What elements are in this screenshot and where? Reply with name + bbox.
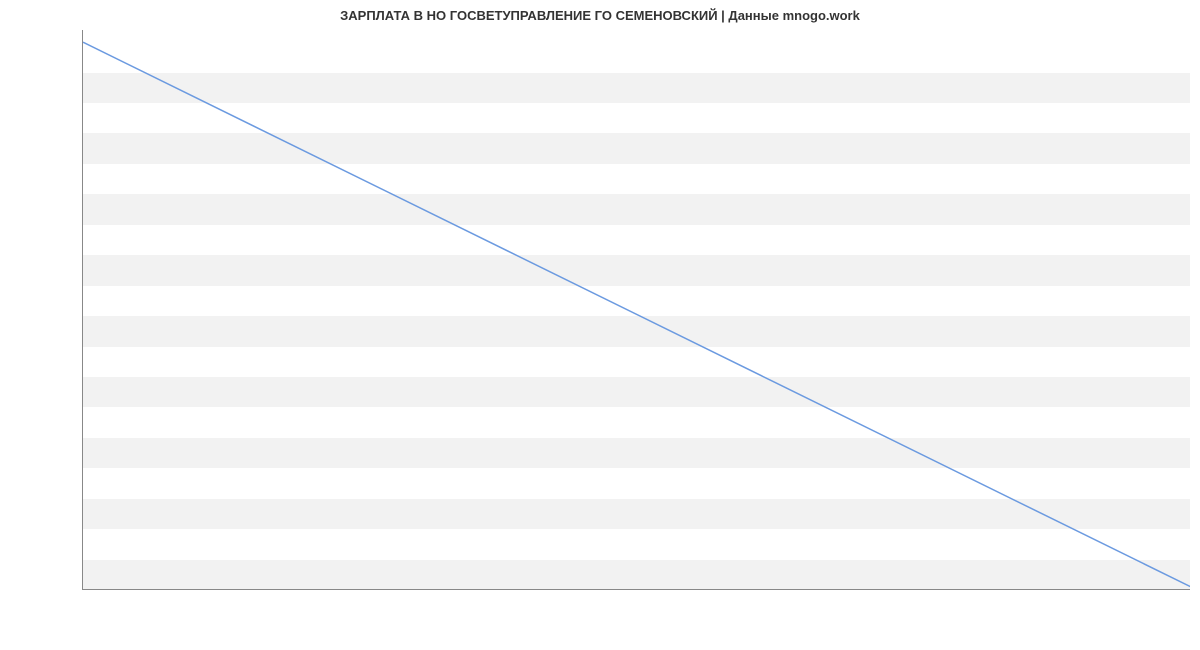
- plot-area: 16240 16260 16280 16300 16320 16340 16360 16380…: [82, 30, 1190, 590]
- y-tick-label: 16540: [82, 127, 83, 139]
- y-tick-label: 16320: [82, 462, 83, 474]
- y-tick-label: 16380: [82, 371, 83, 383]
- salary-chart: ЗАРПЛАТА В НО ГОСВЕТУПРАВЛЕНИЕ ГО СЕМЕНО…: [0, 0, 1200, 650]
- y-tick-label: 16260: [82, 554, 83, 566]
- x-tick-label: 2023: [1179, 589, 1190, 590]
- y-tick-label: 16300: [82, 493, 83, 505]
- y-tick-label: 16460: [82, 249, 83, 261]
- chart-title: ЗАРПЛАТА В НО ГОСВЕТУПРАВЛЕНИЕ ГО СЕМЕНО…: [0, 8, 1200, 23]
- y-tick-label: 16360: [82, 401, 83, 413]
- y-tick-label: 16580: [82, 67, 83, 79]
- y-tick-label: 16520: [82, 158, 83, 170]
- series-salary: [83, 42, 1190, 587]
- y-tick-label: 16420: [82, 310, 83, 322]
- y-tick-label: 16340: [82, 432, 83, 444]
- line-layer: [83, 30, 1190, 590]
- y-tick-label: 16500: [82, 188, 83, 200]
- y-tick-label: 16600: [82, 36, 83, 48]
- y-tick-label: 16480: [82, 219, 83, 231]
- y-tick-label: 16560: [82, 97, 83, 109]
- y-tick-label: 16280: [82, 523, 83, 535]
- y-tick-label: 16440: [82, 280, 83, 292]
- y-tick-label: 16400: [82, 341, 83, 353]
- x-tick-label: 2022: [82, 589, 95, 590]
- y-tick-label: 16240: [82, 584, 83, 590]
